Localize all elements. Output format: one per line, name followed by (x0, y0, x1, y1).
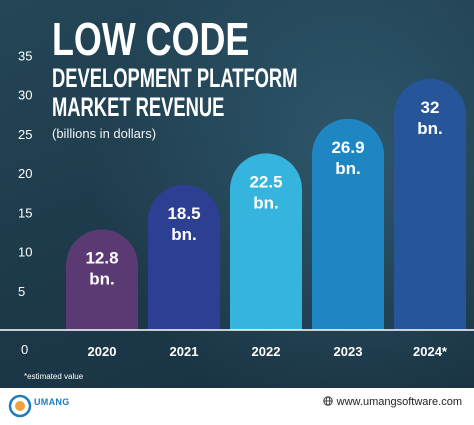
title-line-3: MARKET REVENUE (52, 92, 225, 122)
bar-unit-label: bn. (171, 225, 197, 244)
title-line-1: LOW CODE (52, 13, 250, 65)
bar-value-label: 18.5 (167, 204, 200, 223)
y-tick-label: 0 (21, 342, 28, 357)
x-tick-label: 2024* (413, 344, 448, 359)
bar-unit-label: bn. (89, 270, 115, 289)
bar-value-label: 26.9 (331, 138, 364, 157)
bar-unit-label: bn. (253, 193, 279, 212)
y-tick-label: 30 (18, 88, 32, 103)
footer-bar: UMANG www.umangsoftware.com (0, 388, 474, 425)
x-tick-label: 2020 (88, 344, 117, 359)
bar-value-label: 22.5 (249, 172, 282, 191)
chart-subtitle: (billions in dollars) (52, 126, 157, 141)
bar (312, 118, 384, 330)
bar (230, 153, 302, 330)
footnote: *estimated value (24, 372, 84, 381)
umang-logo: UMANG (8, 394, 88, 418)
title-line-2: DEVELOPMENT PLATFORM (52, 63, 298, 93)
globe-icon (323, 396, 333, 406)
bar-value-label: 12.8 (85, 249, 118, 268)
website-link[interactable]: www.umangsoftware.com (323, 396, 462, 408)
bar-value-label: 32 (421, 98, 440, 117)
x-tick-label: 2021 (170, 344, 199, 359)
logo-text: UMANG (34, 397, 70, 407)
y-tick-label: 5 (18, 284, 25, 299)
x-tick-label: 2022 (252, 344, 281, 359)
website-text: www.umangsoftware.com (336, 396, 462, 408)
umang-logo-icon (8, 394, 32, 418)
x-tick-label: 2023 (334, 344, 363, 359)
bar (66, 229, 138, 330)
y-tick-label: 25 (18, 127, 32, 142)
chart-title: LOW CODE DEVELOPMENT PLATFORM MARKET REV… (52, 14, 413, 141)
y-tick-label: 10 (18, 245, 32, 260)
bar (394, 78, 466, 330)
bar-unit-label: bn. (335, 159, 361, 178)
bar (148, 184, 220, 330)
bar-unit-label: bn. (417, 119, 443, 138)
y-tick-label: 20 (18, 166, 32, 181)
y-tick-label: 15 (18, 205, 32, 220)
y-tick-label: 35 (18, 48, 32, 63)
